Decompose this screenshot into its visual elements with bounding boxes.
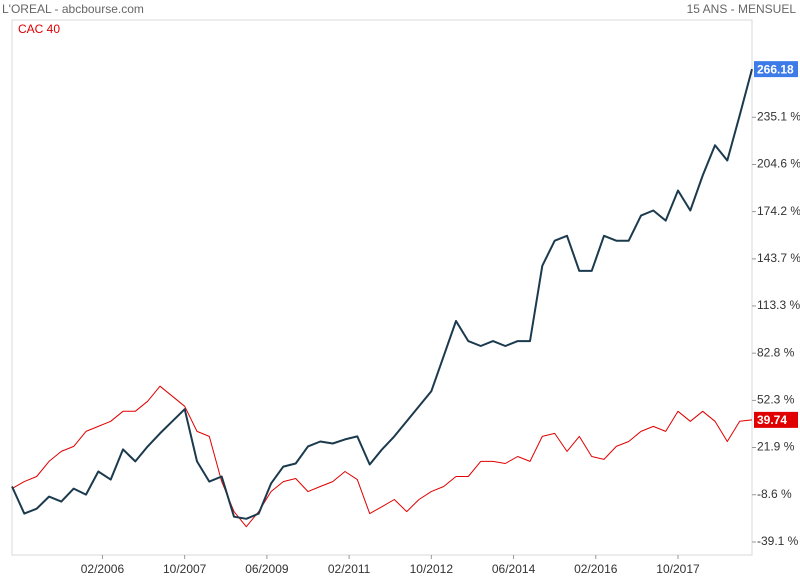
chart-title: L'OREAL - abcbourse.com — [2, 2, 144, 16]
y-tick-label: 235.1 % — [757, 109, 800, 123]
y-tick-label: -39.1 % — [757, 534, 799, 548]
y-tick-label: 52.3 % — [757, 393, 795, 407]
series-line — [11, 68, 753, 520]
y-tick-label: 174.2 % — [757, 204, 800, 218]
x-tick-label: 10/2012 — [410, 562, 454, 576]
y-tick-label: 21.9 % — [757, 440, 795, 454]
y-tick-label: 204.6 % — [757, 157, 800, 171]
last-value-label: 266.18 — [757, 62, 794, 76]
chart-subtitle: 15 ANS - MENSUEL — [687, 2, 797, 16]
x-tick-label: 02/2011 — [328, 562, 371, 576]
x-tick-label: 06/2014 — [492, 562, 536, 576]
last-value-label: 39.74 — [757, 413, 787, 427]
x-tick-label: 10/2017 — [656, 562, 700, 576]
y-tick-label: 113.3 % — [757, 298, 800, 312]
y-tick-label: 82.8 % — [757, 345, 795, 359]
plot-frame — [11, 19, 753, 556]
y-tick-label: -8.6 % — [757, 487, 792, 501]
x-tick-label: 02/2006 — [81, 562, 125, 576]
last-value-box — [754, 411, 798, 428]
series-line — [11, 385, 753, 528]
x-tick-label: 10/2007 — [163, 562, 207, 576]
last-value-box — [754, 61, 798, 78]
x-tick-label: 02/2016 — [574, 562, 618, 576]
legend-entry: CAC 40 — [18, 22, 60, 36]
y-tick-label: 143.7 % — [757, 251, 800, 265]
x-tick-label: 06/2009 — [245, 562, 289, 576]
